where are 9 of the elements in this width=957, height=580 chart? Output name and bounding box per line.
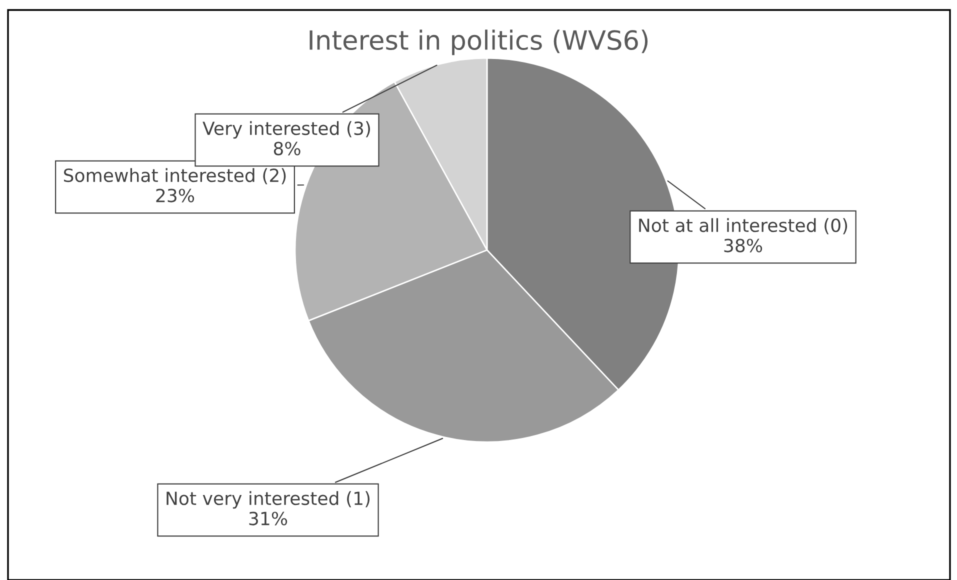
data-label: 38% — [724, 238, 762, 252]
slice-label: Very interested (3) — [202, 121, 370, 139]
data-label: 31% — [249, 512, 288, 526]
chart-title: Interest in politics (WVS6) — [310, 30, 648, 56]
slice-label: Not at all interested (0) — [639, 218, 848, 234]
data-label: 8% — [274, 142, 300, 156]
slice-label: Not very interested (1) — [166, 491, 370, 509]
slice-label: Somewhat interested (2) — [64, 168, 286, 184]
data-label: 23% — [156, 188, 194, 202]
